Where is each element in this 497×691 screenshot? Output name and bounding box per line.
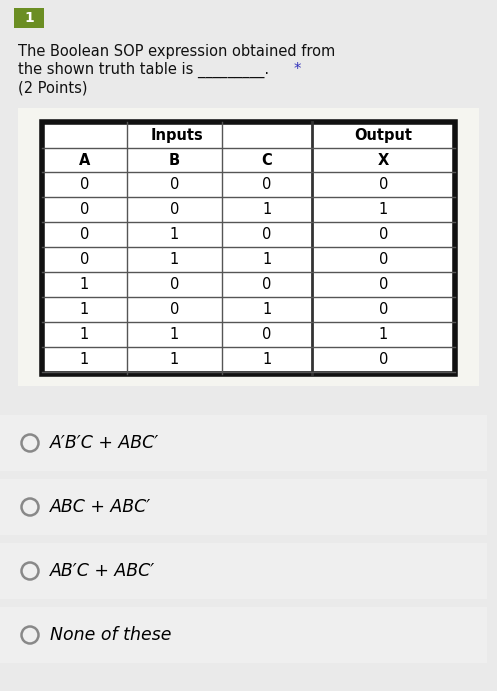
Text: 0: 0: [262, 177, 272, 192]
Text: 0: 0: [170, 177, 179, 192]
Text: 1: 1: [262, 202, 272, 217]
Text: 0: 0: [170, 302, 179, 317]
FancyBboxPatch shape: [0, 479, 487, 535]
Text: 0: 0: [379, 352, 388, 367]
Text: B: B: [169, 153, 180, 167]
Text: 0: 0: [262, 327, 272, 342]
Text: 0: 0: [262, 277, 272, 292]
Text: 0: 0: [170, 277, 179, 292]
Bar: [42, 122, 455, 374]
Text: 1: 1: [262, 252, 272, 267]
Text: X: X: [378, 153, 389, 167]
Text: 0: 0: [170, 202, 179, 217]
Text: A′B′C + ABC′: A′B′C + ABC′: [50, 434, 159, 452]
Text: 1: 1: [170, 327, 179, 342]
Text: 1: 1: [170, 352, 179, 367]
Text: 0: 0: [379, 277, 388, 292]
Text: 0: 0: [379, 177, 388, 192]
Text: 1: 1: [80, 352, 89, 367]
Text: AB′C + ABC′: AB′C + ABC′: [50, 562, 155, 580]
Text: 1: 1: [379, 327, 388, 342]
Text: (2 Points): (2 Points): [18, 80, 87, 95]
Text: 1: 1: [262, 302, 272, 317]
FancyBboxPatch shape: [18, 108, 479, 386]
Text: 1: 1: [80, 302, 89, 317]
FancyBboxPatch shape: [0, 415, 487, 471]
Text: 0: 0: [262, 227, 272, 242]
Text: A: A: [79, 153, 90, 167]
Text: ABC + ABC′: ABC + ABC′: [50, 498, 151, 516]
Text: 1: 1: [170, 252, 179, 267]
Text: None of these: None of these: [50, 626, 171, 644]
Text: 0: 0: [80, 202, 89, 217]
FancyBboxPatch shape: [0, 607, 487, 663]
Text: 1: 1: [379, 202, 388, 217]
Text: 1: 1: [262, 352, 272, 367]
Text: *: *: [294, 62, 301, 77]
Text: The Boolean SOP expression obtained from: The Boolean SOP expression obtained from: [18, 44, 335, 59]
Text: 1: 1: [24, 11, 34, 25]
FancyBboxPatch shape: [14, 8, 44, 28]
Text: 0: 0: [80, 227, 89, 242]
Text: 1: 1: [80, 327, 89, 342]
Text: the shown truth table is _________.: the shown truth table is _________.: [18, 62, 269, 78]
Text: Inputs: Inputs: [151, 128, 203, 142]
Text: Output: Output: [354, 128, 413, 142]
FancyBboxPatch shape: [0, 543, 487, 599]
Text: 0: 0: [80, 177, 89, 192]
Text: C: C: [261, 153, 272, 167]
Text: 0: 0: [379, 227, 388, 242]
Text: 0: 0: [379, 252, 388, 267]
Text: 1: 1: [170, 227, 179, 242]
Text: 0: 0: [80, 252, 89, 267]
Text: 1: 1: [80, 277, 89, 292]
Text: 0: 0: [379, 302, 388, 317]
